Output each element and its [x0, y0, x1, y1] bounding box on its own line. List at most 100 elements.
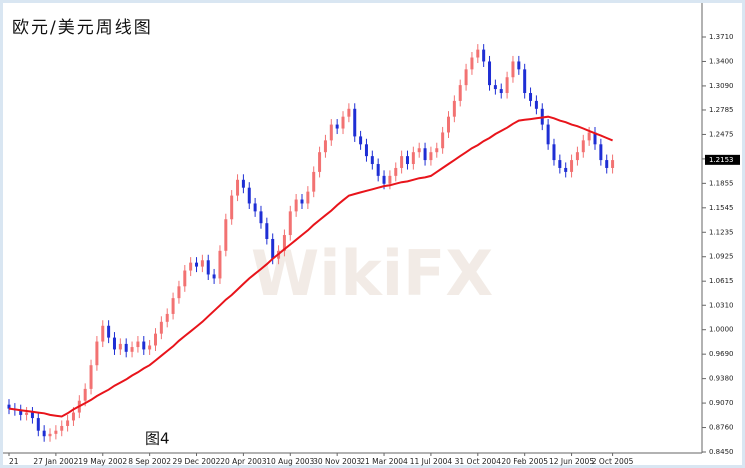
candle-body — [259, 211, 263, 224]
x-tick-label: 2 Oct 2005 — [592, 457, 634, 466]
y-tick-label: 1.3090 — [709, 82, 734, 90]
candle-body — [42, 430, 46, 437]
candle-body — [464, 69, 468, 86]
candle-body — [458, 85, 462, 101]
candle-body — [388, 175, 392, 184]
x-tick-label: 10 Aug 2003 — [266, 457, 314, 466]
y-tick-label: 1.2475 — [709, 130, 734, 138]
y-tick-label: 0.9690 — [709, 350, 734, 358]
candle-body — [224, 219, 228, 251]
candle-body — [323, 140, 327, 153]
candle-body — [364, 144, 368, 157]
y-tick-label: 1.0000 — [709, 326, 734, 334]
candle-body — [195, 262, 199, 267]
y-tick-label: 1.1235 — [709, 228, 734, 236]
candle-body — [165, 313, 169, 322]
candle-body — [558, 160, 562, 168]
candle-body — [271, 238, 275, 259]
candle-body — [101, 325, 105, 342]
y-tick-label: 1.1855 — [709, 179, 734, 187]
x-tick-label: 20 Feb 2005 — [501, 457, 548, 466]
candle-body — [60, 425, 64, 431]
candle-body — [447, 116, 450, 133]
candle-body — [25, 412, 29, 415]
candle-body — [136, 341, 140, 348]
candle-body — [218, 250, 222, 279]
candle-body — [493, 85, 497, 90]
x-tick-label: 29 Dec 2002 — [173, 457, 221, 466]
candle-body — [300, 199, 304, 204]
y-tick-label: 1.3400 — [709, 57, 734, 65]
last-price-label: 1.2153 — [709, 156, 734, 164]
y-tick-label: 0.9380 — [709, 375, 734, 383]
candle-body — [71, 412, 75, 421]
x-tick-label: 12 Jun 2005 — [549, 457, 594, 466]
last-price-box — [705, 154, 740, 165]
candle-body — [370, 156, 374, 165]
candle-body — [83, 388, 87, 401]
moving-average-line — [8, 115, 613, 418]
candle-body — [376, 164, 380, 176]
candle-body — [482, 49, 486, 62]
candle-body — [470, 57, 474, 70]
candle-body — [118, 343, 122, 350]
candle-body — [318, 152, 322, 172]
candle-body — [552, 144, 556, 161]
candle-body — [236, 179, 240, 196]
candle-body — [505, 77, 509, 94]
candle-body — [452, 100, 456, 117]
candle-body — [306, 191, 310, 204]
x-tick-label: 20 Apr 2003 — [220, 457, 267, 466]
candle-body — [288, 211, 292, 236]
x-tick-label: 8 Sep 2002 — [128, 457, 171, 466]
candle-body — [529, 93, 533, 101]
candle-body — [206, 260, 210, 275]
candle-body — [417, 148, 421, 153]
candle-body — [605, 160, 609, 168]
candle-body — [282, 235, 286, 251]
candle-body — [435, 148, 439, 153]
candle-body — [581, 140, 585, 153]
candle-body — [499, 89, 503, 94]
x-tick-label: 21 Mar 2004 — [360, 457, 408, 466]
candle-body — [476, 49, 480, 58]
candle-body — [7, 404, 11, 409]
candle-body — [112, 337, 116, 350]
candle-body — [171, 298, 175, 314]
y-tick-label: 1.2785 — [709, 106, 734, 114]
candle-body — [517, 61, 521, 70]
candle-body — [177, 286, 181, 299]
candle-body — [593, 132, 597, 145]
candle-body — [405, 156, 409, 165]
candle-body — [247, 187, 251, 204]
candle-body — [353, 108, 357, 137]
candle-body — [142, 341, 146, 350]
candle-body — [148, 345, 152, 350]
y-tick-label: 1.1545 — [709, 204, 734, 212]
candle-body — [19, 410, 23, 415]
candle-body — [95, 341, 99, 366]
candle-body — [241, 179, 245, 188]
candle-body — [587, 132, 591, 141]
y-tick-label: 1.0310 — [709, 301, 734, 309]
candle-body — [347, 108, 351, 117]
candle-body — [575, 152, 579, 161]
candle-body — [341, 116, 345, 129]
candle-body — [329, 124, 333, 141]
candle-body — [124, 343, 128, 352]
x-tick-label: 31 Oct 2004 — [455, 457, 502, 466]
y-tick-label: 0.8760 — [709, 424, 734, 432]
candle-body — [382, 175, 386, 184]
candle-body — [564, 167, 568, 172]
candle-body — [36, 418, 40, 431]
candle-body — [394, 167, 398, 176]
candle-body — [89, 365, 93, 389]
candle-body — [335, 124, 339, 129]
candle-body — [107, 325, 111, 338]
candle-body — [54, 430, 58, 434]
candle-body — [611, 160, 615, 168]
x-tick-label: 27 Jan 2002 — [33, 457, 78, 466]
candle-body — [599, 144, 603, 161]
